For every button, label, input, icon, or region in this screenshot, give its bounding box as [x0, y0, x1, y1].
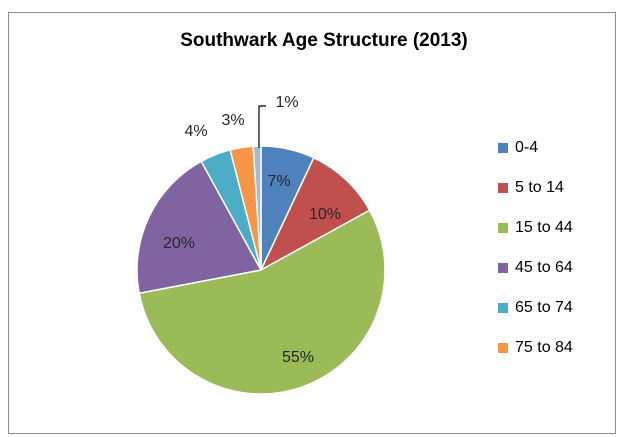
legend-label: 45 to 64 — [515, 259, 573, 276]
legend-label: 65 to 74 — [515, 299, 573, 316]
pie-slice-45-to-64 — [136, 160, 263, 295]
pie-slice-15-to-44 — [138, 209, 386, 395]
legend-label: 5 to 14 — [515, 179, 564, 196]
legend: 0-4 5 to 14 15 to 44 45 to 64 65 to 74 7… — [498, 128, 573, 368]
chart-title: Southwark Age Structure (2013) — [180, 30, 468, 51]
slice-data-label: 1% — [275, 94, 298, 111]
legend-label: 0-4 — [515, 139, 539, 156]
leader-line — [258, 105, 266, 148]
legend-item-45-to-64: 45 to 64 — [498, 248, 573, 288]
slice-data-label: 4% — [184, 123, 207, 140]
legend-swatch — [498, 303, 508, 313]
legend-item-0-4: 0-4 — [498, 128, 573, 168]
legend-item-65-to-74: 65 to 74 — [498, 288, 573, 328]
slice-data-label: 55% — [282, 349, 314, 366]
pie-slice-5-to-14 — [259, 156, 371, 272]
slice-data-label: 7% — [267, 173, 290, 190]
pie-slice-85plus — [252, 145, 262, 271]
slice-data-label: 3% — [221, 112, 244, 129]
legend-swatch — [498, 223, 508, 233]
legend-swatch — [498, 183, 508, 193]
slice-data-label: 10% — [309, 206, 341, 223]
legend-item-15-to-44: 15 to 44 — [498, 208, 573, 248]
legend-item-5-to-14: 5 to 14 — [498, 168, 573, 208]
legend-swatch — [498, 263, 508, 273]
legend-swatch — [498, 343, 508, 353]
legend-item-75-to-84: 75 to 84 — [498, 328, 573, 368]
legend-swatch — [498, 143, 508, 153]
slice-data-label: 20% — [163, 235, 195, 252]
legend-label: 75 to 84 — [515, 339, 573, 356]
legend-label: 15 to 44 — [515, 219, 573, 236]
